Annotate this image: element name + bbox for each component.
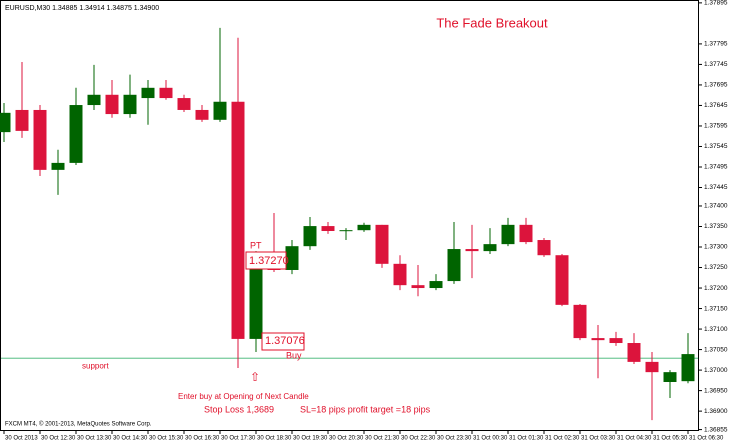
candle-body [393, 263, 407, 286]
y-tick-label: 1.36950 [704, 387, 728, 394]
candle-body [429, 281, 443, 289]
x-tick-label: 30 Oct 2013 [5, 436, 38, 442]
y-tick-label: 1.37400 [704, 203, 728, 210]
y-tick-label: 1.37545 [704, 143, 728, 150]
x-tick-label: 30 Oct 16:30 [185, 436, 220, 442]
x-tick-label: 30 Oct 20:30 [329, 436, 364, 442]
annotation: ⇧ [250, 370, 260, 384]
candle-body [357, 224, 371, 231]
candle-body [177, 98, 191, 110]
candle-body [195, 109, 209, 120]
symbol-info: EURUSD,M30 1.34885 1.34914 1.34875 1.349… [5, 5, 159, 12]
y-tick-label: 1.37745 [704, 61, 728, 68]
candle-body [411, 285, 425, 289]
candle-body [519, 224, 533, 243]
x-tick-label: 30 Oct 21:30 [365, 436, 400, 442]
x-tick-label: 30 Oct 23:30 [437, 436, 472, 442]
candle-body [501, 224, 515, 245]
candle-body [447, 249, 461, 282]
candle-body [303, 226, 317, 247]
price-box [245, 251, 287, 270]
candle-body [285, 246, 299, 270]
y-tick-label: 1.37000 [704, 367, 728, 374]
candle-body [0, 112, 11, 133]
candle-body [591, 338, 605, 341]
candle-body [681, 354, 695, 382]
candle-body [483, 244, 497, 252]
candle-body [555, 255, 569, 305]
candle-body [627, 343, 641, 362]
y-tick-label: 1.37200 [704, 285, 728, 292]
y-tick-label: 1.37150 [704, 305, 728, 312]
price-box [261, 332, 305, 351]
candle-body [573, 304, 587, 339]
candle-body [69, 105, 83, 163]
x-tick-label: 30 Oct 17:30 [221, 436, 256, 442]
candle-body [609, 338, 623, 344]
y-tick-label: 1.37645 [704, 102, 728, 109]
candle-body [663, 372, 677, 382]
y-tick-label: 1.37495 [704, 164, 728, 171]
footer: FXCM MT4, © 2001-2013, MetaQuotes Softwa… [5, 421, 152, 428]
x-tick-label: 30 Oct 12:30 [41, 436, 76, 442]
annotation: 1.37076 [265, 335, 305, 347]
x-tick-label: 31 Oct 00:30 [473, 436, 508, 442]
x-tick-label: 30 Oct 22:30 [401, 436, 436, 442]
annotation: Enter buy at Opening of Next Candle [178, 392, 309, 401]
y-tick-label: 1.37100 [704, 326, 728, 333]
candle-body [87, 94, 101, 106]
candle-body [213, 101, 227, 120]
y-tick-label: 1.37050 [704, 346, 728, 353]
x-tick-label: 31 Oct 02:30 [545, 436, 580, 442]
candle-body [465, 249, 479, 252]
x-tick-label: 31 Oct 01:30 [509, 436, 544, 442]
candle-body [537, 240, 551, 256]
candle-body [231, 101, 245, 339]
candle-body [105, 94, 119, 115]
candle-body [339, 230, 353, 232]
plot-frame [0, 0, 699, 431]
y-tick-label: 1.37695 [704, 82, 728, 89]
candle-body [123, 94, 137, 115]
y-tick-label: 1.37300 [704, 244, 728, 251]
x-tick-label: 30 Oct 19:30 [293, 436, 328, 442]
y-tick-label: 1.37595 [704, 123, 728, 130]
annotation: SL=18 pips profit target =18 pips [300, 404, 431, 414]
annotation: 1.37270 [249, 255, 289, 267]
candle-body [33, 109, 47, 170]
x-tick-label: 30 Oct 15:30 [149, 436, 184, 442]
annotation: Stop Loss 1,3689 [204, 404, 274, 414]
candle-body [51, 162, 65, 170]
candle-body [159, 87, 173, 99]
x-tick-label: 31 Oct 04:30 [617, 436, 652, 442]
y-tick-label: 1.37795 [704, 41, 728, 48]
annotation: Buy [286, 350, 302, 360]
y-tick-label: 1.36855 [704, 426, 728, 433]
y-tick-label: 1.37445 [704, 184, 728, 191]
x-tick-label: 30 Oct 18:30 [257, 436, 292, 442]
x-tick-label: 30 Oct 13:30 [77, 436, 112, 442]
x-tick-label: 31 Oct 03:30 [581, 436, 616, 442]
candle-body [321, 226, 335, 232]
candle-body [249, 263, 263, 339]
candle-body [375, 224, 389, 264]
chart-title: The Fade Breakout [436, 15, 548, 30]
candle-body [645, 361, 659, 373]
candle-body [141, 87, 155, 99]
x-tick-label: 30 Oct 14:30 [113, 436, 148, 442]
x-tick-label: 31 Oct 06:30 [689, 436, 724, 442]
annotation: PT [250, 240, 262, 250]
x-tick-label: 31 Oct 05:30 [653, 436, 688, 442]
y-tick-label: 1.36900 [704, 408, 728, 415]
candle-body [15, 109, 29, 131]
y-tick-label: 1.37250 [704, 264, 728, 271]
support-label: support [82, 361, 109, 370]
y-tick-label: 1.37895 [704, 0, 728, 7]
y-tick-label: 1.37350 [704, 223, 728, 230]
